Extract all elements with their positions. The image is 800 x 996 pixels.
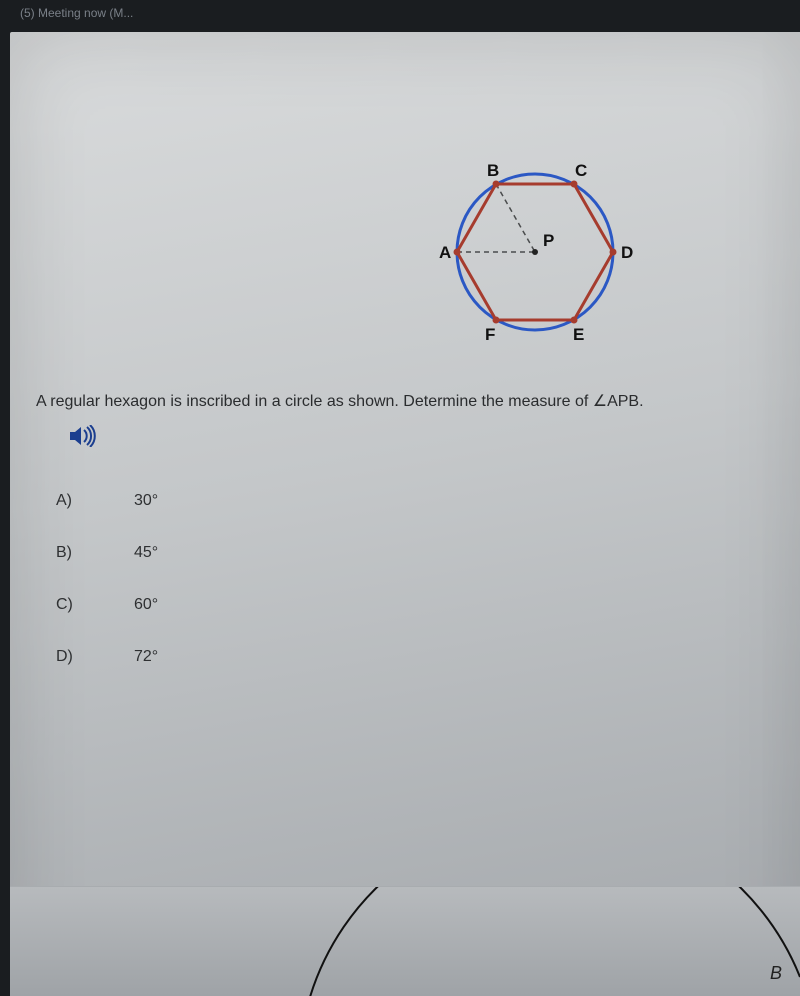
corner-label: B	[770, 963, 782, 984]
svg-text:C: C	[575, 161, 587, 180]
option-a[interactable]: A) 30°	[56, 492, 780, 510]
option-label: B)	[56, 544, 78, 562]
option-c[interactable]: C) 60°	[56, 596, 780, 614]
question-text: A regular hexagon is inscribed in a circ…	[36, 391, 780, 411]
option-d[interactable]: D) 72°	[56, 648, 780, 666]
option-b[interactable]: B) 45°	[56, 544, 780, 562]
question-pre: A regular hexagon is inscribed in a circ…	[36, 393, 593, 410]
next-question-peek: B	[10, 886, 800, 996]
option-label: D)	[56, 648, 78, 666]
svg-text:P: P	[543, 231, 554, 250]
tab-title: (5) Meeting now (M...	[20, 6, 133, 20]
option-label: A)	[56, 492, 78, 510]
option-label: C)	[56, 596, 78, 614]
hexagon-figure: A B C D E F P	[30, 142, 780, 357]
option-value: 30°	[134, 492, 158, 510]
option-value: 72°	[134, 648, 158, 666]
question-post: .	[639, 393, 643, 410]
svg-text:E: E	[573, 325, 584, 344]
angle-label: APB	[607, 393, 639, 410]
audio-play-button[interactable]	[68, 425, 780, 452]
browser-tab[interactable]: (5) Meeting now (M...	[0, 0, 800, 28]
option-value: 45°	[134, 544, 158, 562]
worksheet-page: A B C D E F P A regular hexagon is inscribed i…	[10, 32, 800, 996]
answer-options: A) 30° B) 45° C) 60° D) 72°	[56, 492, 780, 666]
option-value: 60°	[134, 596, 158, 614]
svg-text:F: F	[485, 325, 495, 344]
svg-text:A: A	[439, 243, 451, 262]
svg-text:B: B	[487, 161, 499, 180]
svg-text:D: D	[621, 243, 633, 262]
angle-symbol: ∠	[593, 393, 607, 410]
